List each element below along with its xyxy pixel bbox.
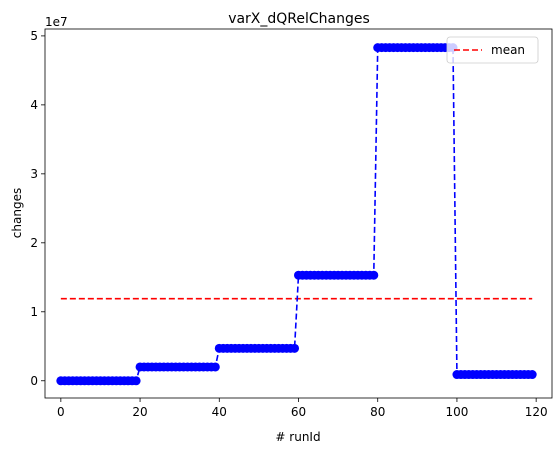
x-tick-label: 60 — [291, 405, 306, 419]
plot-background — [45, 29, 552, 398]
x-tick-label: 80 — [370, 405, 385, 419]
y-tick-label: 4 — [30, 98, 38, 112]
data-point — [290, 343, 300, 353]
y-axis-label: changes — [10, 188, 24, 238]
legend: mean — [446, 36, 539, 64]
y-tick-label: 1 — [30, 305, 38, 319]
y-tick-label: 5 — [30, 29, 38, 43]
chart-title: varX_dQRelChanges — [228, 11, 370, 27]
data-point — [369, 270, 379, 280]
data-point — [210, 362, 220, 372]
x-tick-label: 40 — [212, 405, 227, 419]
x-tick-label: 0 — [57, 405, 65, 419]
x-axis: 0 20 40 60 80 100 120 — [57, 398, 548, 419]
y-tick-label: 2 — [30, 236, 38, 250]
x-tick-label: 20 — [132, 405, 147, 419]
y-tick-label: 3 — [30, 167, 38, 181]
series-layer — [56, 43, 537, 386]
legend-box — [446, 36, 539, 64]
data-point — [131, 376, 141, 386]
y-tick-label: 0 — [30, 374, 38, 388]
x-tick-label: 100 — [445, 405, 468, 419]
x-axis-label: # runId — [275, 430, 320, 444]
plot-frame — [44, 28, 553, 399]
y-offset-label: 1e7 — [45, 15, 68, 29]
series-changes-line — [60, 46, 533, 382]
plot-area — [45, 29, 552, 398]
y-axis: 0 1 2 3 4 5 — [30, 29, 45, 388]
x-tick-label: 120 — [525, 405, 548, 419]
data-point — [527, 370, 537, 380]
legend-mean-label: mean — [491, 43, 525, 57]
